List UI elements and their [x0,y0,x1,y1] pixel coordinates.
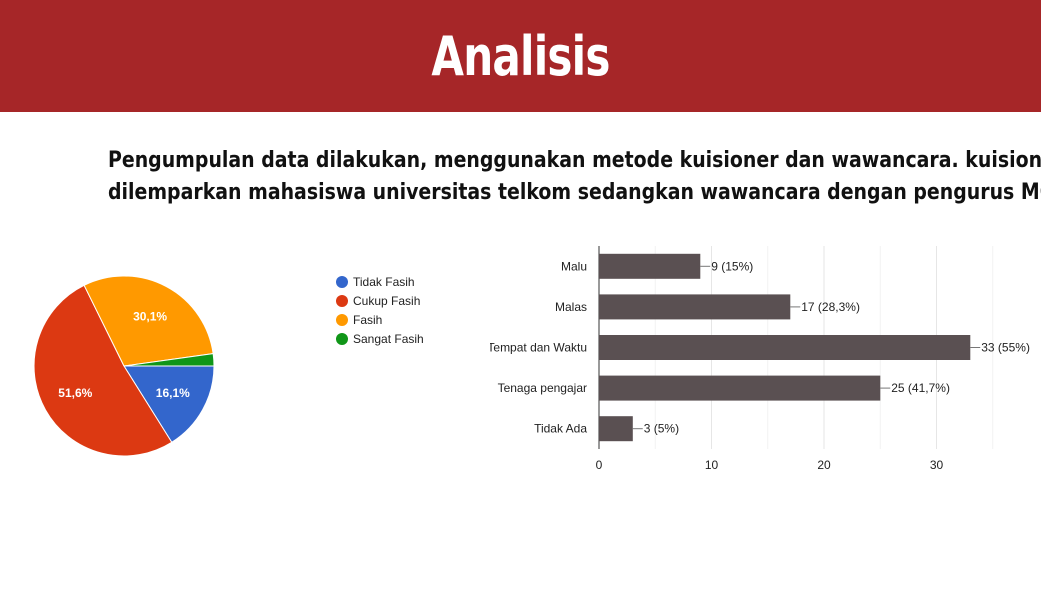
bar-category-label: Malas [555,300,587,314]
bar-category-label: Tidak Ada [534,422,587,436]
pie-legend: Tidak Fasih Cukup Fasih Fasih Sangat Fasih [336,275,424,346]
bar-series [599,253,971,442]
pie-slice-fasih [83,275,214,367]
bar-data-label: 9 (15%) [711,259,753,273]
pie-slice-cukup-fasih [33,284,173,457]
legend-label: Fasih [353,313,382,327]
description-line-1: Pengumpulan data dilakukan, menggunakan … [108,148,1041,173]
description-line-2: dilemparkan mahasiswa universitas telkom… [108,180,1041,205]
pie-slice-labels: 16,1% 51,6% 30,1% [58,310,190,401]
x-tick-label: 30 [930,458,944,472]
bar-tempat-dan-waktu [599,335,971,360]
legend-label: Sangat Fasih [353,332,424,346]
bar-malas [599,294,791,320]
bar-data-label: 17 (28,3%) [801,300,860,314]
bar-tenaga-pengajar [599,375,881,401]
x-tick-label: 10 [705,458,719,472]
bar-data-label: 25 (41,7%) [891,381,950,395]
pie-slices [33,275,215,457]
slide-title: Analisis [431,25,610,88]
pie-slice-sangat-fasih [123,353,215,367]
bar-tidak-ada [599,416,633,442]
title-banner [0,0,1041,112]
pie-slice-label: 30,1% [133,310,167,324]
bar-x-tick-labels: 0 10 20 30 [596,458,944,472]
bar-data-label: 3 (5%) [644,422,679,436]
bar-data-label: 33 (55%) [981,341,1030,355]
pie-slice-tidak-fasih [123,365,215,443]
bar-chart: Malu Malas Tempat dan Waktu Tenaga pengajar… [490,246,1030,472]
legend-swatch-icon [336,314,348,326]
legend-label: Tidak Fasih [353,275,415,289]
x-tick-label: 20 [817,458,831,472]
pie-chart: 16,1% 51,6% 30,1% Tidak Fasih Cukup Fasih Fa… [33,275,424,457]
legend-swatch-icon [336,295,348,307]
legend-swatch-icon [336,333,348,345]
bar-category-label: Malu [561,259,587,273]
pie-slice-label: 16,1% [156,386,190,400]
bar-category-labels: Malu Malas Tempat dan Waktu Tenaga pengajar… [490,259,587,435]
x-tick-label: 0 [596,458,603,472]
bar-category-label: Tenaga pengajar [498,381,587,395]
bar-malu [599,253,701,279]
pie-slice-label: 51,6% [58,386,92,400]
slide-description: Pengumpulan data dilakukan, menggunakan … [108,145,1041,209]
bar-category-label: Tempat dan Waktu [490,341,587,355]
legend-swatch-icon [336,276,348,288]
bar-data-labels: 9 (15%) 17 (28,3%) 33 (55%) 25 (41,7%) 3 (5%… [632,259,1030,436]
legend-label: Cukup Fasih [353,294,420,308]
